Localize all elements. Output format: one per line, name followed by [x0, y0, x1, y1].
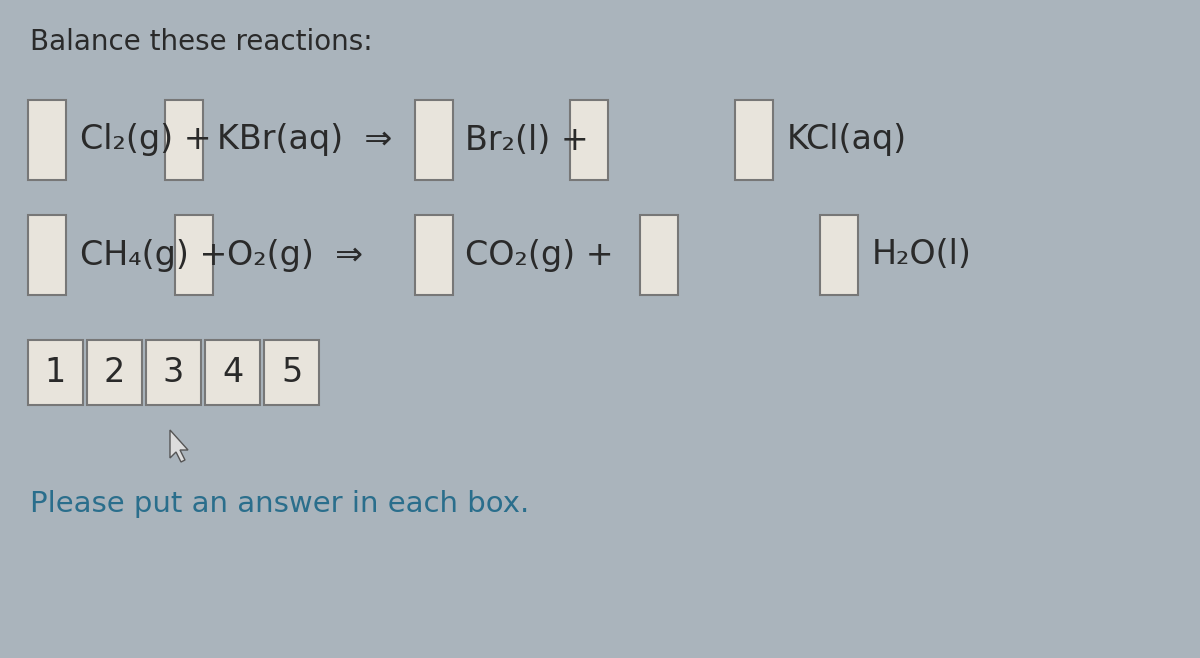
- FancyBboxPatch shape: [820, 215, 858, 295]
- FancyBboxPatch shape: [205, 340, 260, 405]
- Text: CH₄(g) +: CH₄(g) +: [80, 238, 227, 272]
- Text: 3: 3: [163, 356, 184, 389]
- Text: Br₂(l) +: Br₂(l) +: [466, 124, 589, 157]
- Text: H₂O(l): H₂O(l): [872, 238, 972, 272]
- Text: KCl(aq): KCl(aq): [787, 124, 907, 157]
- Text: O₂(g)  ⇒: O₂(g) ⇒: [227, 238, 364, 272]
- FancyBboxPatch shape: [88, 340, 142, 405]
- Text: 1: 1: [44, 356, 66, 389]
- Text: KBr(aq)  ⇒: KBr(aq) ⇒: [217, 124, 392, 157]
- FancyBboxPatch shape: [734, 100, 773, 180]
- FancyBboxPatch shape: [264, 340, 319, 405]
- Polygon shape: [170, 430, 188, 462]
- Text: CO₂(g) +: CO₂(g) +: [466, 238, 613, 272]
- Text: 4: 4: [222, 356, 244, 389]
- FancyBboxPatch shape: [166, 100, 203, 180]
- Text: Please put an answer in each box.: Please put an answer in each box.: [30, 490, 529, 518]
- FancyBboxPatch shape: [146, 340, 202, 405]
- Text: 5: 5: [281, 356, 302, 389]
- FancyBboxPatch shape: [415, 215, 454, 295]
- FancyBboxPatch shape: [28, 215, 66, 295]
- FancyBboxPatch shape: [415, 100, 454, 180]
- FancyBboxPatch shape: [640, 215, 678, 295]
- Text: 2: 2: [104, 356, 125, 389]
- FancyBboxPatch shape: [175, 215, 214, 295]
- FancyBboxPatch shape: [28, 100, 66, 180]
- FancyBboxPatch shape: [570, 100, 608, 180]
- FancyBboxPatch shape: [28, 340, 83, 405]
- Text: Cl₂(g) +: Cl₂(g) +: [80, 124, 211, 157]
- Text: Balance these reactions:: Balance these reactions:: [30, 28, 373, 56]
